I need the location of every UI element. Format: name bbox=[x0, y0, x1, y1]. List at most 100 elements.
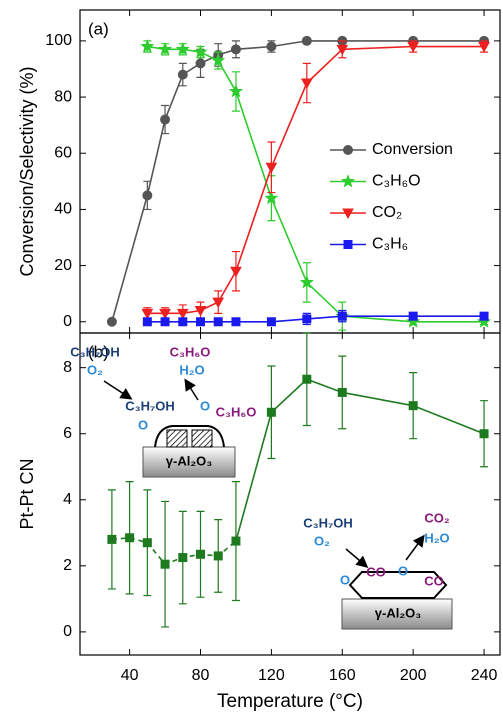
marker bbox=[212, 297, 225, 309]
marker bbox=[194, 306, 207, 317]
x-axis-title: Temperature (°C) bbox=[217, 691, 363, 712]
y-tick-label: 0 bbox=[63, 623, 72, 640]
plot-frame bbox=[79, 332, 501, 656]
marker bbox=[479, 311, 489, 321]
marker bbox=[264, 190, 279, 205]
marker bbox=[193, 44, 208, 59]
marker bbox=[160, 559, 170, 569]
marker bbox=[337, 311, 347, 321]
marker bbox=[125, 533, 135, 543]
annotation: C₃H₇OH bbox=[70, 344, 120, 359]
marker bbox=[408, 401, 418, 411]
annotation: C₃H₆O bbox=[170, 344, 211, 359]
marker bbox=[195, 58, 206, 69]
marker bbox=[479, 429, 489, 439]
marker bbox=[343, 240, 353, 249]
y-tick-label: 20 bbox=[54, 257, 72, 274]
series-line bbox=[147, 45, 485, 315]
marker bbox=[343, 145, 353, 155]
marker bbox=[302, 314, 312, 324]
marker bbox=[142, 190, 153, 201]
marker bbox=[228, 84, 243, 98]
series-line bbox=[147, 45, 485, 323]
annotation: γ-Al₂O₃ bbox=[166, 453, 212, 468]
series-line bbox=[235, 378, 485, 542]
marker bbox=[266, 41, 277, 52]
y-tick-label: 2 bbox=[63, 557, 72, 574]
x-tick-label: 80 bbox=[192, 667, 210, 684]
marker bbox=[176, 308, 189, 320]
marker bbox=[299, 275, 314, 289]
legend-label: C₃H₆O bbox=[372, 173, 421, 190]
legend-label: C₃H₆ bbox=[372, 236, 408, 253]
y-tick-label: 0 bbox=[63, 313, 72, 330]
plot-frame bbox=[79, 9, 501, 334]
marker bbox=[175, 41, 190, 56]
marker bbox=[478, 42, 490, 53]
marker bbox=[107, 534, 117, 544]
y-tick-label: 60 bbox=[54, 144, 72, 161]
marker bbox=[196, 549, 206, 559]
marker bbox=[337, 387, 347, 397]
marker bbox=[266, 317, 276, 327]
marker bbox=[407, 42, 420, 53]
y-tick-label: 6 bbox=[63, 425, 72, 442]
legend-label: CO₂ bbox=[372, 204, 402, 221]
annotation: C₃H₇OH bbox=[125, 398, 175, 413]
annotation: O₂ bbox=[87, 362, 103, 377]
marker bbox=[211, 53, 226, 67]
y-tick-label: 100 bbox=[45, 32, 72, 49]
x-tick-label: 240 bbox=[471, 667, 498, 684]
marker bbox=[300, 78, 313, 90]
x-tick-label: 160 bbox=[329, 667, 356, 684]
panel-label: (a) bbox=[88, 19, 109, 38]
annotation: H₂O bbox=[424, 530, 449, 545]
annotation: O bbox=[398, 563, 408, 578]
marker bbox=[140, 39, 155, 53]
x-tick-label: 120 bbox=[258, 667, 285, 684]
marker bbox=[340, 174, 356, 188]
marker bbox=[177, 69, 188, 80]
y-tick-label: 40 bbox=[54, 201, 72, 218]
marker bbox=[230, 44, 241, 55]
x-tick-label: 40 bbox=[121, 667, 139, 684]
scheme-left bbox=[103, 378, 236, 478]
y-tick-label: 8 bbox=[63, 359, 72, 376]
marker bbox=[159, 308, 171, 320]
annotation: CO bbox=[366, 564, 386, 579]
marker bbox=[160, 317, 170, 327]
series-line bbox=[111, 40, 485, 322]
annotation: O₂ bbox=[314, 533, 330, 548]
marker bbox=[142, 538, 152, 548]
marker bbox=[178, 317, 188, 327]
marker bbox=[265, 162, 278, 174]
marker bbox=[266, 407, 276, 417]
marker bbox=[158, 41, 173, 56]
y-axis-title: Conversion/Selectivity (%) bbox=[17, 66, 37, 276]
x-tick-label: 200 bbox=[400, 667, 427, 684]
marker bbox=[141, 308, 154, 320]
annotation: H₂O bbox=[179, 362, 204, 377]
marker bbox=[106, 316, 117, 327]
annotation: O bbox=[200, 398, 210, 413]
marker bbox=[231, 536, 241, 546]
scheme-right bbox=[341, 534, 453, 630]
annotation: C₃H₇OH bbox=[303, 515, 353, 530]
y-tick-label: 80 bbox=[54, 88, 72, 105]
annotation: γ-Al₂O₃ bbox=[375, 605, 421, 620]
annotation: O bbox=[138, 417, 148, 432]
legend-label: Conversion bbox=[372, 141, 453, 158]
annotation: CO₂ bbox=[424, 510, 450, 525]
marker bbox=[231, 317, 241, 327]
marker bbox=[213, 317, 223, 327]
marker bbox=[178, 553, 188, 563]
marker bbox=[230, 266, 242, 278]
y-tick-label: 4 bbox=[63, 491, 72, 508]
marker bbox=[213, 551, 223, 561]
marker bbox=[196, 317, 206, 327]
marker bbox=[408, 311, 418, 321]
marker bbox=[160, 114, 171, 125]
marker bbox=[336, 44, 349, 56]
panel-label: (b) bbox=[88, 342, 109, 361]
